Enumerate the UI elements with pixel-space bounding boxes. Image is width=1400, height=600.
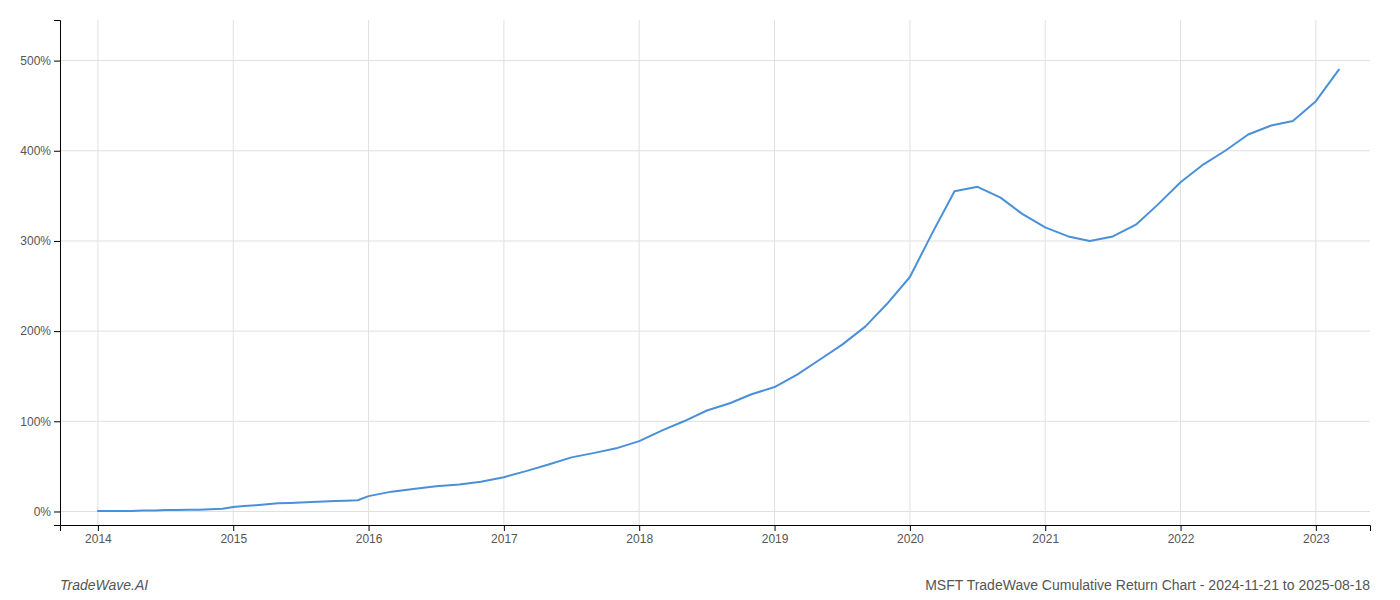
tick-label: 200%	[20, 324, 51, 338]
tick-mark	[1316, 525, 1317, 531]
line	[98, 70, 1339, 511]
grid-line	[368, 20, 369, 525]
tick-mark	[233, 525, 234, 531]
axis-line	[61, 526, 1371, 532]
chart: 2014 2015 2016 2017 2018 2019 2020 2021 2022 2023…	[0, 0, 1400, 600]
grid-line	[1045, 20, 1046, 525]
x-axis: 2014 2015 2016 2017 2018 2019 2020 2021 2022 2023	[61, 525, 1371, 546]
tick-mark	[98, 525, 99, 531]
tick-label: 2023	[1303, 532, 1330, 546]
grid-line	[60, 421, 1370, 422]
grid-line	[60, 60, 1370, 61]
watermark: TradeWave.AI	[60, 577, 148, 593]
tick: 0%	[34, 505, 60, 519]
tick-label: 2022	[1168, 532, 1195, 546]
tick-mark	[639, 525, 640, 531]
tick: 2017	[491, 525, 518, 546]
tick-mark	[775, 525, 776, 531]
tick: 2018	[626, 525, 653, 546]
y-axis: 0% 100% 200% 300% 400% 500%	[20, 21, 60, 526]
tick-label: 500%	[20, 54, 51, 68]
tick: 2020	[897, 525, 924, 546]
tick-label: 2021	[1032, 532, 1059, 546]
title: MSFT TradeWave Cumulative Return Chart -…	[925, 577, 1370, 593]
grid-line	[60, 511, 1370, 512]
grid-line	[97, 20, 98, 525]
tick: 200%	[20, 324, 60, 338]
tick-label: 400%	[20, 144, 51, 158]
tick-label: 2017	[491, 532, 518, 546]
grid-line	[60, 240, 1370, 241]
tick: 2014	[85, 525, 112, 546]
tick-label: 100%	[20, 415, 51, 429]
tick-label: 2018	[626, 532, 653, 546]
tick-mark	[54, 61, 60, 62]
tick-mark	[54, 511, 60, 512]
axis-line	[54, 21, 61, 526]
grid-line	[60, 331, 1370, 332]
tick-mark	[1181, 525, 1182, 531]
plot: 2014 2015 2016 2017 2018 2019 2020 2021 2022 2023…	[20, 20, 1370, 546]
tick-mark	[910, 525, 911, 531]
tick-mark	[1045, 525, 1046, 531]
tick-label: 2014	[85, 532, 112, 546]
grid-line	[774, 20, 775, 525]
tick-mark	[54, 241, 60, 242]
tick-mark	[54, 331, 60, 332]
tick-label: 0%	[34, 505, 52, 519]
grid-line	[503, 20, 504, 525]
tick-mark	[504, 525, 505, 531]
tick: 2016	[356, 525, 383, 546]
tick-label: 2015	[220, 532, 247, 546]
grid-line	[233, 20, 234, 525]
grid-line	[1315, 20, 1316, 525]
grid-line	[1180, 20, 1181, 525]
tick-label: 2020	[897, 532, 924, 546]
tick: 400%	[20, 144, 60, 158]
tick-label: 2016	[356, 532, 383, 546]
tick: 2019	[762, 525, 789, 546]
tick: 500%	[20, 54, 60, 68]
tick: 2015	[220, 525, 247, 546]
tick-mark	[369, 525, 370, 531]
grid-line	[60, 150, 1370, 151]
tick-label: 300%	[20, 234, 51, 248]
tick: 100%	[20, 415, 60, 429]
tick: 2023	[1303, 525, 1330, 546]
tick: 2021	[1032, 525, 1059, 546]
tick-mark	[54, 151, 60, 152]
series	[98, 70, 1339, 511]
grid-line	[909, 20, 910, 525]
grid	[60, 20, 1370, 525]
tick-label: 2019	[762, 532, 789, 546]
tick: 300%	[20, 234, 60, 248]
tick: 2022	[1168, 525, 1195, 546]
tick-mark	[54, 421, 60, 422]
grid-line	[639, 20, 640, 525]
